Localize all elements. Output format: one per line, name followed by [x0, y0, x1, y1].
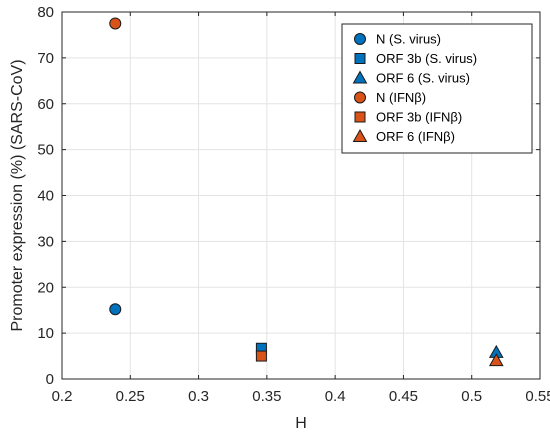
axis-ticks: 0.2 0.25 0.3 0.35 0.4 0.45 0.5 0.55 0 10 20 30 40 50 6…	[37, 4, 550, 405]
legend-entry: N (IFNβ)	[376, 90, 426, 105]
data-point	[109, 17, 122, 30]
legend-entry: ORF 6 (IFNβ)	[376, 129, 455, 144]
legend-marker	[354, 33, 366, 45]
y-tick-label: 50	[37, 142, 54, 159]
data-markers	[109, 17, 504, 367]
y-tick-label: 60	[37, 96, 54, 113]
legend-entry: ORF 3b (IFNβ)	[376, 110, 462, 125]
legend-entry: ORF 6 (S. virus)	[376, 71, 470, 86]
legend-entry: ORF 3b (S. virus)	[376, 51, 477, 66]
y-tick-label: 10	[37, 325, 54, 342]
y-axis-label: Promoter expression (%) (SARS-CoV)	[9, 59, 26, 331]
x-tick-label: 0.55	[525, 388, 550, 405]
x-tick-label: 0.5	[461, 388, 482, 405]
y-tick-label: 40	[37, 188, 54, 205]
data-point	[109, 303, 122, 316]
legend-entry: N (S. virus)	[376, 32, 441, 47]
legend-marker	[352, 70, 368, 84]
legend-marker	[354, 91, 366, 104]
x-tick-label: 0.4	[325, 388, 346, 405]
x-tick-label: 0.2	[52, 388, 73, 405]
x-tick-label: 0.35	[252, 388, 281, 405]
y-tick-label: 0	[46, 371, 54, 388]
y-tick-label: 20	[37, 279, 54, 296]
legend-marker	[354, 111, 366, 123]
legend-marker	[354, 53, 366, 64]
y-tick-label: 80	[37, 4, 54, 21]
legend: N (S. virus) ORF 3b (S. virus) ORF 6 (S. v…	[341, 23, 533, 154]
y-tick-label: 30	[37, 233, 54, 250]
x-axis-label: H	[295, 415, 307, 432]
x-tick-label: 0.25	[116, 388, 145, 405]
legend-box	[341, 23, 533, 154]
data-point	[255, 350, 267, 362]
x-tick-label: 0.45	[389, 388, 418, 405]
y-tick-label: 70	[37, 50, 54, 67]
data-point	[488, 353, 504, 367]
legend-marker	[352, 128, 368, 142]
x-tick-label: 0.3	[188, 388, 209, 405]
